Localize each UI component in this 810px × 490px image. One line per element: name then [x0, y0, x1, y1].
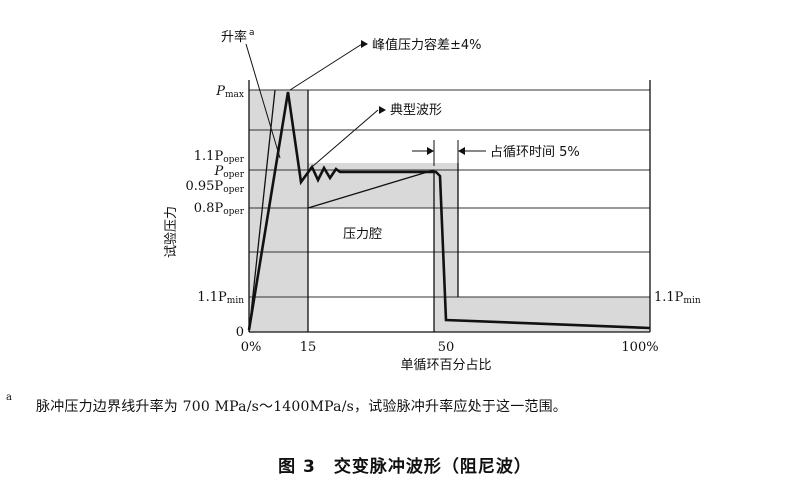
pulse-waveform-diagram: 升率 a 峰值压力容差±4% 典型波形 占循环时间 5% 压力腔 试验压力 Pma…	[163, 28, 701, 373]
tick-1-1-pmin: 1.1Pmin	[197, 290, 244, 306]
tick-1-1-poper: 1.1Poper	[194, 149, 245, 165]
tolerance-envelope	[249, 90, 650, 332]
axes	[248, 80, 651, 333]
tick-pmax: Pmax	[215, 84, 244, 100]
tick-zero: 0	[236, 325, 244, 340]
y-tick-labels: Pmax 1.1Poper Poper 0.95Poper 0.8Poper 1…	[185, 84, 244, 340]
footnote-mark: a	[6, 392, 12, 403]
x-tick-labels: 0% 15 50 100%	[241, 340, 659, 355]
envelope-hold	[308, 163, 458, 332]
rise-rate-leader	[245, 43, 281, 159]
x-tick-100: 100%	[621, 340, 658, 355]
figure-caption: 图 3 交变脉冲波形（阻尼波）	[278, 457, 532, 477]
callout-arrowheads	[361, 40, 386, 114]
pressure-chamber-label: 压力腔	[343, 227, 382, 242]
x-tick-50: 50	[438, 340, 455, 355]
typical-waveform-leader	[312, 109, 379, 167]
envelope-rise	[249, 90, 308, 332]
envelope-tail	[434, 297, 650, 332]
rise-boundary-left	[248, 89, 276, 333]
x-axis-title: 单循环百分占比	[400, 358, 491, 373]
typical-waveform-label: 典型波形	[390, 103, 442, 118]
cycle-time-dimension	[412, 140, 486, 166]
y-axis-title: 试验压力	[163, 206, 179, 258]
tick-0-8-poper: 0.8Poper	[194, 201, 245, 217]
x-tick-0: 0%	[241, 340, 262, 355]
footnote: a 脉冲压力边界线升率为 700 MPa/s～1400MPa/s，试验脉冲升率应…	[0, 388, 810, 418]
peak-tolerance-leader	[289, 43, 363, 91]
footnote-text: 脉冲压力边界线升率为 700 MPa/s～1400MPa/s，试验脉冲升率应处于…	[36, 399, 567, 415]
cycle-time-label: 占循环时间 5%	[490, 145, 580, 160]
right-1-1-pmin-label: 1.1Pmin	[654, 290, 701, 306]
tick-0-95-poper: 0.95Poper	[185, 179, 244, 195]
typical-waveform-line	[247, 91, 651, 331]
hold-lower-slope	[307, 169, 435, 209]
x-tick-15: 15	[300, 340, 317, 355]
tick-poper: Poper	[213, 164, 244, 180]
peak-tolerance-label: 峰值压力容差±4%	[372, 37, 482, 53]
rise-rate-label: 升率 a	[221, 28, 255, 45]
callout-lines	[245, 43, 379, 167]
